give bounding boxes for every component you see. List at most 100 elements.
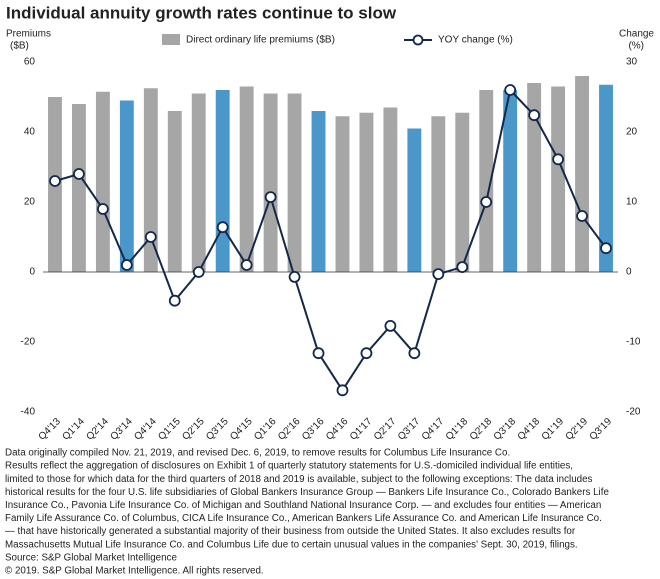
bar: [119, 100, 134, 272]
line-marker: [576, 210, 588, 222]
line-marker: [49, 175, 61, 187]
y2-tick-label: 0: [626, 267, 632, 278]
y2-axis-label: (%): [628, 41, 644, 52]
line-marker: [504, 84, 517, 96]
x-tick-label: Q2'15: [180, 416, 207, 443]
x-tick-label: Q4'17: [420, 416, 447, 443]
y-tick-label: 20: [24, 197, 36, 208]
bar: [143, 88, 158, 272]
footnote: Massachusetts Mutual Life Insurance Co. …: [5, 539, 578, 550]
y-axis-label: ($B): [10, 41, 29, 52]
y2-tick-label: -10: [626, 337, 641, 348]
bar: [335, 116, 350, 272]
legend-swatch: [412, 34, 424, 46]
y2-tick-label: 30: [626, 57, 638, 68]
bar: [311, 111, 326, 272]
legend-swatch: [162, 34, 180, 45]
x-tick-label: Q1'19: [540, 416, 567, 443]
x-tick-label: Q3'18: [492, 416, 519, 443]
bar: [575, 76, 590, 272]
x-tick-label: Q1'16: [252, 416, 279, 443]
line-marker: [216, 221, 229, 234]
line-marker: [408, 347, 421, 360]
bar: [167, 111, 182, 272]
line-marker: [120, 259, 133, 271]
y-axis-label: Premiums: [6, 29, 51, 40]
line-marker: [312, 347, 325, 360]
x-tick-label: Q3'19: [588, 416, 615, 443]
x-tick-label: Q1'18: [444, 416, 471, 443]
bar: [239, 86, 254, 272]
x-tick-label: Q3'15: [204, 416, 231, 443]
line-marker: [96, 203, 109, 215]
legend-label: Direct ordinary life premiums ($B): [186, 35, 335, 46]
y2-tick-label: 20: [626, 127, 638, 138]
footnote: historical results for the four U.S. lif…: [5, 487, 609, 498]
bar: [479, 90, 494, 272]
x-tick-label: Q1'17: [348, 416, 375, 443]
line-marker: [432, 268, 445, 281]
bar: [503, 90, 518, 272]
bar: [383, 107, 398, 272]
line-marker: [168, 294, 181, 307]
line-marker: [384, 319, 397, 332]
line-marker: [288, 270, 301, 283]
y-tick-label: 40: [24, 127, 36, 138]
x-tick-label: Q2'17: [372, 416, 399, 443]
footnote: Results reflect the aggregation of discl…: [5, 461, 573, 472]
bar: [95, 91, 110, 272]
x-tick-label: Q3'14: [108, 416, 135, 443]
x-tick-label: Q4'16: [324, 416, 351, 443]
x-tick-label: Q3'16: [300, 416, 327, 443]
line-marker: [480, 196, 493, 208]
footnote: limited to those for which data for the …: [5, 474, 593, 485]
x-tick-label: Q4'15: [228, 416, 255, 443]
bar: [191, 93, 206, 272]
x-tick-label: Q2'14: [84, 416, 111, 443]
y2-tick-label: 10: [626, 197, 638, 208]
line-marker: [552, 153, 565, 166]
footnote: Source: S&P Global Market Intelligence: [5, 552, 177, 563]
y2-tick-label: -20: [626, 407, 641, 418]
footnote: Insurance Co., Pavonia Life Insurance Co…: [5, 500, 601, 511]
x-tick-label: Q1'14: [60, 416, 87, 443]
line-marker: [73, 168, 85, 180]
line-marker: [264, 191, 277, 204]
y-tick-label: 0: [29, 267, 35, 278]
bar: [359, 112, 374, 272]
legend-label: YOY change (%): [438, 35, 513, 46]
x-tick-label: Q3'17: [396, 416, 423, 443]
footnote: © 2019. S&P Global Market Intelligence. …: [5, 565, 264, 576]
chart-title: Individual annuity growth rates continue…: [6, 3, 397, 22]
bar: [599, 84, 613, 272]
line-marker: [240, 259, 253, 271]
line-marker: [528, 109, 541, 122]
line-marker: [336, 384, 349, 397]
line-marker: [144, 231, 157, 243]
y2-axis-label: Change: [619, 29, 654, 40]
x-tick-label: Q2'16: [276, 416, 303, 443]
bar: [71, 104, 86, 272]
bar: [455, 112, 470, 272]
x-tick-label: Q1'15: [156, 416, 183, 443]
y-tick-label: 60: [24, 57, 36, 68]
x-tick-label: Q2'18: [468, 416, 495, 443]
bar: [215, 90, 230, 272]
line-marker: [456, 261, 469, 274]
bar: [287, 93, 302, 272]
bar: [263, 93, 278, 272]
x-tick-label: Q2'19: [564, 416, 591, 443]
bar: [431, 116, 446, 272]
line: [54, 87, 607, 393]
footnote: Data originally compiled Nov. 21, 2019, …: [5, 448, 510, 459]
line-marker: [600, 242, 612, 255]
bar: [551, 86, 566, 272]
x-tick-label: Q4'13: [37, 416, 64, 443]
y-tick-label: -40: [21, 407, 36, 418]
y-tick-label: -20: [21, 337, 36, 348]
footnote: — that have historically generated a sub…: [5, 526, 576, 537]
bar: [527, 83, 542, 272]
x-tick-label: Q4'14: [132, 416, 159, 443]
line-marker: [360, 347, 373, 360]
line-marker: [192, 266, 205, 278]
